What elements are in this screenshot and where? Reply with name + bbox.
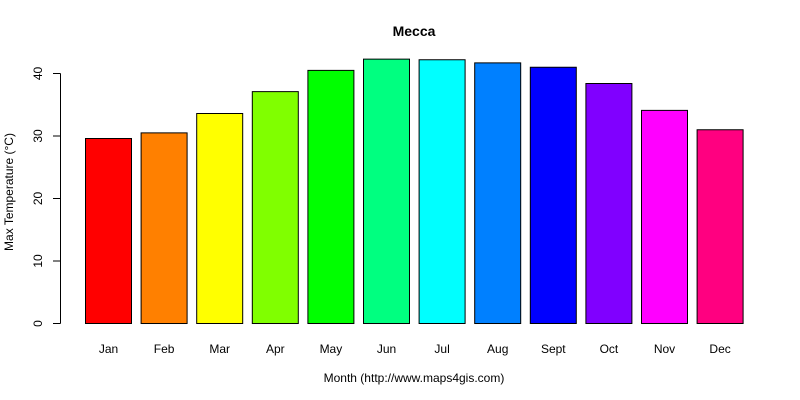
- bar-apr: [251, 91, 299, 325]
- bar-nov: [641, 109, 688, 325]
- x-tick-label: Sept: [541, 342, 566, 356]
- x-tick-label: Nov: [654, 342, 675, 356]
- x-tick-label: Aug: [487, 342, 508, 356]
- y-axis-label: Max Temperature (°C): [2, 133, 16, 251]
- bar-jul: [418, 59, 466, 324]
- x-tick-label: Dec: [709, 342, 730, 356]
- y-tick-label: 40: [31, 67, 45, 81]
- x-tick-label: Jul: [434, 342, 449, 356]
- y-tick-label: 0: [31, 320, 45, 327]
- x-tick-label: Apr: [266, 342, 285, 356]
- bar-jun: [363, 58, 410, 325]
- bars-group: [85, 58, 744, 325]
- x-tick-label: Feb: [154, 342, 175, 356]
- bar-may: [307, 69, 355, 325]
- y-axis: 0 10 20 30 40: [31, 67, 61, 327]
- y-tick-label: 20: [31, 192, 45, 206]
- y-tick-label: 30: [31, 129, 45, 143]
- bar-mar: [196, 113, 244, 324]
- y-tick-label: 10: [31, 254, 45, 268]
- bar-oct: [585, 83, 633, 324]
- x-tick-label: Jun: [377, 342, 396, 356]
- bar-jan: [85, 138, 132, 324]
- x-axis-label: Month (http://www.maps4gis.com): [324, 371, 505, 385]
- bar-feb: [140, 132, 188, 325]
- x-tick-label: Oct: [600, 342, 619, 356]
- x-tick-labels: Jan Feb Mar Apr May Jun Jul Aug Sept Oct Nov Dec: [99, 342, 731, 356]
- chart-title: Mecca: [393, 23, 436, 39]
- x-tick-label: Mar: [209, 342, 230, 356]
- bar-aug: [474, 62, 522, 325]
- bar-sept: [529, 66, 577, 324]
- x-tick-label: Jan: [99, 342, 118, 356]
- bar-dec: [696, 129, 744, 324]
- x-tick-label: May: [320, 342, 343, 356]
